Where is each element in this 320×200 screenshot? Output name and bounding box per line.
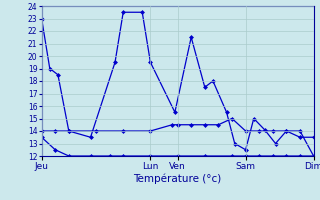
X-axis label: Température (°c): Température (°c) bbox=[133, 173, 222, 184]
